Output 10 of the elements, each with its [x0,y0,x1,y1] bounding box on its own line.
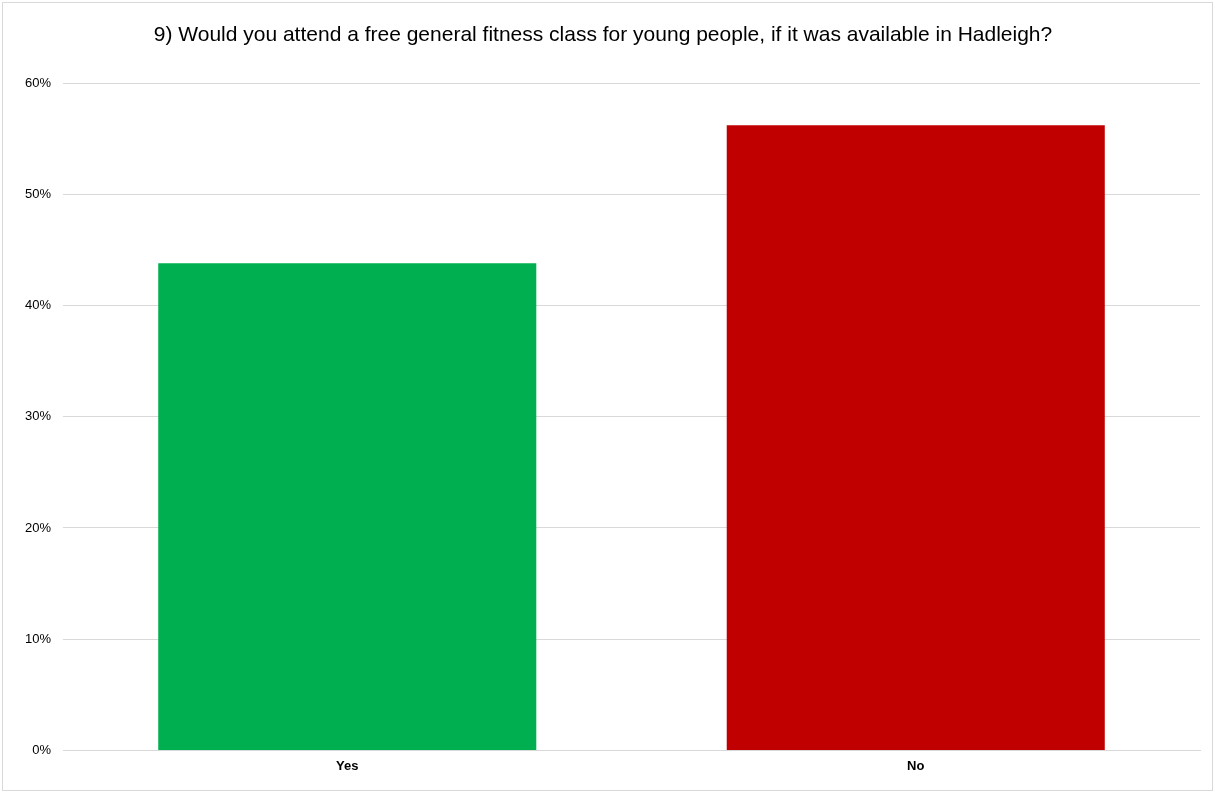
x-tick-label: No [907,757,925,773]
y-tick-label: 10% [24,630,52,646]
chart-title: 9) Would you attend a free general fitness class for young people, if it was available in Hadleigh? [153,21,1053,47]
y-tick-label: 30% [24,408,52,424]
y-tick-label: 20% [24,519,52,535]
y-tick-label: 0% [32,741,52,757]
y-tick-label: 60% [24,74,52,90]
x-tick-label: Yes [336,757,359,773]
y-tick-label: 50% [24,185,52,201]
y-tick-label: 40% [24,297,52,313]
